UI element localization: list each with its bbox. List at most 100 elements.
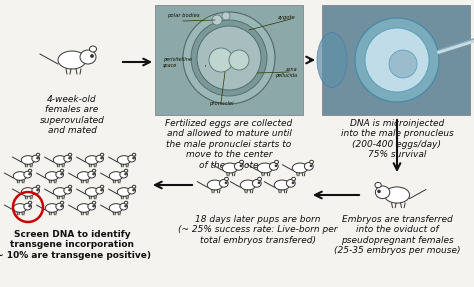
Ellipse shape (132, 185, 136, 188)
Ellipse shape (32, 187, 39, 194)
Ellipse shape (109, 172, 123, 180)
Ellipse shape (88, 171, 96, 178)
Ellipse shape (207, 180, 223, 190)
Ellipse shape (120, 203, 128, 210)
Circle shape (378, 190, 380, 193)
Ellipse shape (258, 177, 262, 181)
Circle shape (29, 205, 30, 207)
Circle shape (101, 189, 102, 191)
Ellipse shape (100, 153, 104, 156)
Ellipse shape (117, 188, 131, 196)
Circle shape (29, 174, 30, 175)
Ellipse shape (92, 169, 96, 172)
Text: Fertilized eggs are collected
and allowed to mature until
the male pronuclei sta: Fertilized eggs are collected and allowe… (165, 119, 292, 170)
Ellipse shape (60, 169, 64, 172)
Circle shape (225, 182, 227, 183)
Ellipse shape (68, 185, 72, 188)
Ellipse shape (124, 169, 128, 172)
Text: Screen DNA to identify
transgene incorporation
(~ 10% are transgene positive): Screen DNA to identify transgene incorpo… (0, 230, 152, 260)
Ellipse shape (36, 185, 40, 188)
Circle shape (93, 174, 94, 175)
Ellipse shape (128, 155, 136, 162)
Ellipse shape (109, 204, 123, 212)
Ellipse shape (286, 179, 295, 187)
Circle shape (258, 182, 260, 183)
Ellipse shape (128, 187, 136, 194)
Ellipse shape (88, 203, 96, 210)
Circle shape (125, 174, 126, 175)
Ellipse shape (384, 187, 410, 203)
Ellipse shape (124, 201, 128, 204)
Ellipse shape (53, 188, 67, 196)
Circle shape (389, 50, 417, 78)
Ellipse shape (28, 169, 32, 172)
Circle shape (275, 165, 277, 166)
Circle shape (93, 205, 94, 207)
Ellipse shape (219, 179, 228, 187)
Ellipse shape (28, 201, 32, 204)
Circle shape (69, 158, 70, 159)
Circle shape (222, 12, 230, 20)
Ellipse shape (80, 50, 96, 64)
Circle shape (310, 165, 312, 166)
Ellipse shape (375, 186, 390, 199)
Ellipse shape (60, 201, 64, 204)
Ellipse shape (46, 172, 59, 180)
Ellipse shape (32, 155, 39, 162)
Ellipse shape (96, 187, 103, 194)
Ellipse shape (24, 171, 31, 178)
Circle shape (61, 174, 62, 175)
Ellipse shape (92, 201, 96, 204)
Text: zygote: zygote (277, 15, 295, 20)
Circle shape (133, 189, 134, 191)
Bar (155, 5, 303, 115)
Ellipse shape (252, 179, 261, 187)
Circle shape (125, 205, 126, 207)
Circle shape (209, 48, 233, 72)
Ellipse shape (36, 153, 40, 156)
Ellipse shape (257, 163, 273, 173)
Circle shape (365, 28, 429, 92)
Bar (322, 5, 470, 115)
Ellipse shape (375, 183, 381, 188)
Circle shape (69, 189, 70, 191)
Circle shape (229, 50, 249, 70)
Ellipse shape (13, 172, 27, 180)
Ellipse shape (117, 156, 131, 164)
Circle shape (101, 158, 102, 159)
Ellipse shape (64, 155, 72, 162)
Ellipse shape (58, 51, 86, 69)
Text: zona
pellucida: zona pellucida (275, 67, 297, 78)
Ellipse shape (310, 160, 313, 164)
Ellipse shape (21, 156, 35, 164)
Ellipse shape (100, 185, 104, 188)
Text: Embryos are transferred
into the oviduct of
pseudopregnant females
(25-35 embryo: Embryos are transferred into the oviduct… (334, 215, 460, 255)
Text: 4-week-old
females are
superovulated
and mated: 4-week-old females are superovulated and… (39, 95, 104, 135)
Text: DNA is microinjected
into the male pronucleus
(200-400 eggs/day)
75% survival: DNA is microinjected into the male pronu… (340, 119, 454, 159)
Ellipse shape (304, 162, 313, 170)
Ellipse shape (53, 156, 67, 164)
Circle shape (91, 55, 93, 57)
Ellipse shape (240, 180, 255, 190)
Ellipse shape (21, 188, 35, 196)
Circle shape (133, 158, 134, 159)
Ellipse shape (240, 160, 244, 164)
Ellipse shape (90, 46, 97, 52)
Ellipse shape (46, 204, 59, 212)
Ellipse shape (64, 187, 72, 194)
Ellipse shape (222, 163, 237, 173)
Circle shape (212, 15, 222, 25)
Text: 18 days later pups are born
(~ 25% success rate: Live-born per
total embryos tra: 18 days later pups are born (~ 25% succe… (178, 215, 338, 245)
Ellipse shape (96, 155, 103, 162)
Ellipse shape (77, 204, 91, 212)
Circle shape (61, 205, 62, 207)
Ellipse shape (56, 171, 64, 178)
Ellipse shape (269, 162, 278, 170)
Circle shape (183, 12, 275, 104)
Ellipse shape (85, 188, 99, 196)
Circle shape (37, 158, 38, 159)
Circle shape (292, 182, 294, 183)
Circle shape (355, 18, 439, 102)
Ellipse shape (13, 204, 27, 212)
Text: pronuclei: pronuclei (209, 101, 233, 106)
